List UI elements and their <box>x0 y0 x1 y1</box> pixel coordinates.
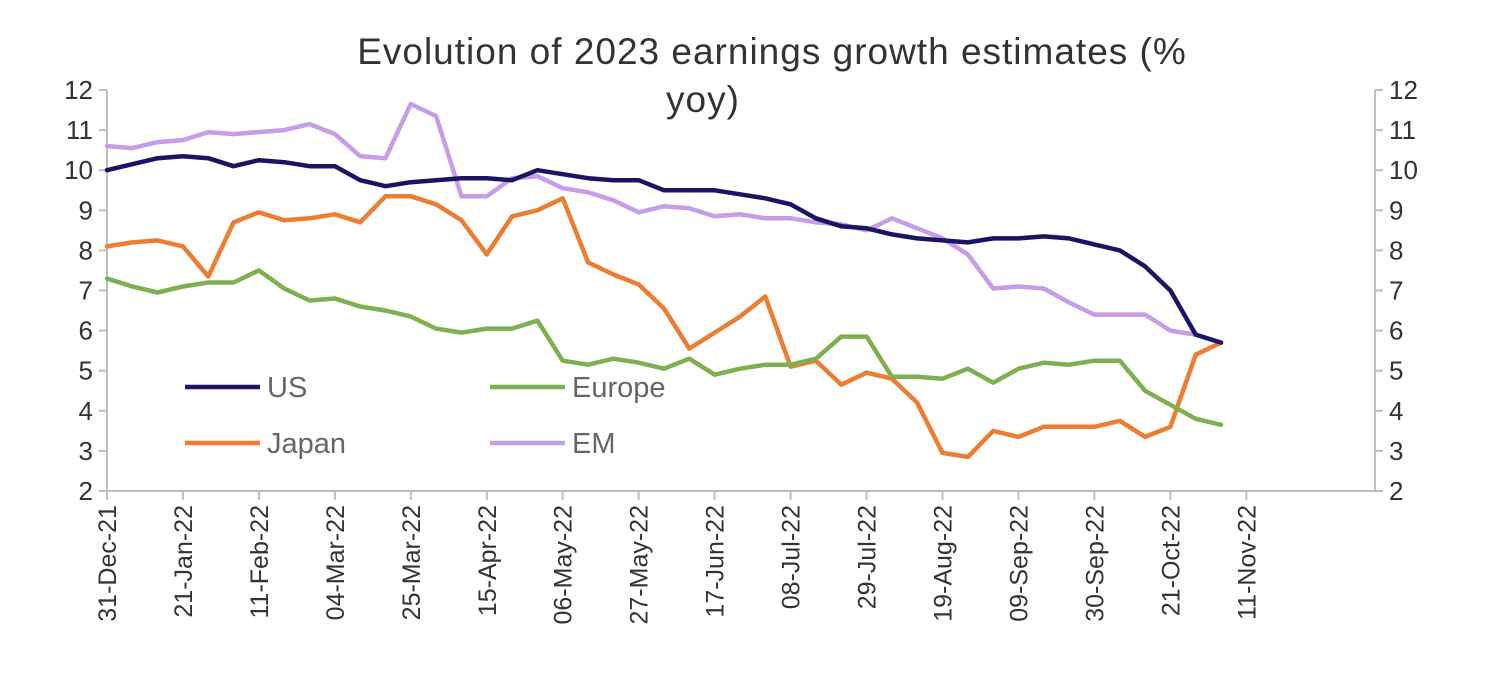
y-tick-label-left: 7 <box>79 276 93 306</box>
chart-title-line-2: yoy) <box>666 79 740 120</box>
y-tick-label-right: 4 <box>1389 396 1403 426</box>
x-tick-label: 15-Apr-22 <box>474 505 502 616</box>
x-tick-label: 29-Jul-22 <box>854 505 882 609</box>
x-tick-label: 11-Feb-22 <box>246 505 274 619</box>
x-tick-label: 25-Mar-22 <box>398 505 426 620</box>
y-tick-label-left: 9 <box>79 195 93 225</box>
y-axis-right-tick-labels: 2 3 4 5 6 7 8 9 10 11 12 <box>1389 75 1418 506</box>
y-tick-label-left: 3 <box>79 436 93 466</box>
series-line-em <box>104 101 1224 345</box>
y-tick-label-left: 11 <box>66 115 93 145</box>
x-tick-label: 19-Aug-22 <box>930 505 958 622</box>
y-tick-label-right: 8 <box>1389 235 1403 265</box>
y-tick-label-left: 4 <box>79 396 93 426</box>
y-tick-label-right: 5 <box>1389 356 1403 386</box>
y-tick-label-left: 2 <box>79 476 93 506</box>
x-tick-label: 17-Jun-22 <box>702 505 730 618</box>
x-tick-label: 11-Nov-22 <box>1233 505 1261 620</box>
legend-label-europe: Europe <box>572 372 666 404</box>
x-tick-label: 30-Sep-22 <box>1081 505 1109 622</box>
y-tick-label-left: 5 <box>79 356 93 386</box>
axes <box>99 89 1383 500</box>
y-tick-label-left: 8 <box>79 235 93 265</box>
y-tick-label-right: 2 <box>1389 476 1403 506</box>
x-axis-tick-labels: 31-Dec-21 21-Jan-22 11-Feb-22 04-Mar-22 25-M… <box>94 505 1261 625</box>
chart-title-line-1: Evolution of 2023 earnings growth estima… <box>357 31 1187 72</box>
x-tick-label: 31-Dec-21 <box>94 505 122 622</box>
series-lines <box>104 101 1224 460</box>
x-tick-label: 09-Sep-22 <box>1005 505 1033 622</box>
series-line-japan <box>104 194 1224 460</box>
x-tick-label: 21-Oct-22 <box>1157 505 1185 616</box>
x-tick-label: 06-May-22 <box>550 505 578 625</box>
y-tick-label-right: 10 <box>1389 155 1418 185</box>
y-tick-label-left: 6 <box>79 316 93 346</box>
y-tick-label-right: 7 <box>1389 276 1403 306</box>
legend-label-em: EM <box>572 428 616 460</box>
y-axis-left-tick-labels: 2 3 4 5 6 7 8 9 10 11 12 <box>64 75 93 506</box>
y-tick-label-left: 10 <box>64 155 93 185</box>
y-tick-label-right: 3 <box>1389 436 1403 466</box>
series-line-us <box>104 153 1224 345</box>
legend-label-japan: Japan <box>267 428 346 460</box>
y-tick-label-right: 12 <box>1389 75 1418 105</box>
series-line-europe <box>104 268 1224 428</box>
y-tick-label-right: 9 <box>1389 195 1403 225</box>
legend: US Europe Japan EM <box>185 372 666 460</box>
x-tick-label: 21-Jan-22 <box>170 505 198 618</box>
x-tick-label: 04-Mar-22 <box>322 505 350 620</box>
y-tick-label-right: 6 <box>1389 316 1403 346</box>
y-tick-label-right: 11 <box>1389 115 1416 145</box>
legend-label-us: US <box>267 372 307 404</box>
x-tick-label: 08-Jul-22 <box>778 505 806 609</box>
y-tick-label-left: 12 <box>64 75 93 105</box>
x-tick-label: 27-May-22 <box>626 505 654 625</box>
